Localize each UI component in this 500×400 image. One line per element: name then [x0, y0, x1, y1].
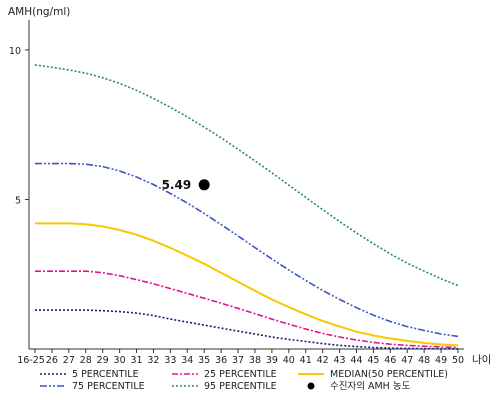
x-tick-label: 28: [80, 355, 92, 366]
x-tick-label: 29: [97, 355, 109, 366]
x-tick-label: 50: [452, 355, 464, 366]
x-tick-label: 47: [401, 355, 413, 366]
annotation-point: [198, 179, 210, 191]
y-axis-title: AMH(ng/ml): [8, 6, 70, 18]
series-layer: [34, 64, 459, 350]
series-line-4: [35, 162, 459, 338]
legend-label: 수진자의 AMH 농도: [330, 381, 411, 392]
y-axis: 5 10: [9, 20, 30, 349]
x-tick-label: 33: [164, 355, 176, 366]
legend-label: 5 PERCENTILE: [72, 369, 139, 380]
x-tick-label: 44: [350, 355, 362, 366]
x-tick-label: 40: [283, 355, 295, 366]
legend-label: MEDIAN(50 PERCENTILE): [330, 369, 448, 380]
legend-label: 75 PERCENTILE: [72, 381, 145, 392]
x-tick-label: 46: [384, 355, 396, 366]
x-tick-label: 48: [418, 355, 430, 366]
series-line-5: [34, 64, 459, 287]
x-tick-label: 38: [249, 355, 261, 366]
annotation-label: 5.49: [162, 178, 192, 192]
legend-swatch-dot: [307, 382, 315, 390]
x-tick-label: 49: [435, 355, 447, 366]
x-tick-label: 26: [46, 355, 58, 366]
y-tick-label: 10: [9, 46, 21, 57]
legend-label: 25 PERCENTILE: [204, 369, 277, 380]
x-tick-label: 16-25: [17, 355, 45, 366]
x-tick-label: 42: [317, 355, 329, 366]
x-tick-label: 37: [232, 355, 244, 366]
y-tick-label: 5: [15, 195, 21, 206]
x-tick-label: 32: [147, 355, 159, 366]
x-tick-label: 35: [198, 355, 210, 366]
x-tick-label: 36: [215, 355, 227, 366]
x-axis-title: 나이: [472, 354, 491, 366]
x-tick-label: 45: [367, 355, 379, 366]
legend-label: 95 PERCENTILE: [204, 381, 277, 392]
x-tick-label: 30: [114, 355, 126, 366]
series-line-3: [35, 222, 459, 347]
x-tick-label: 34: [181, 355, 193, 366]
x-axis: 16-25 26 27 28 29 30 31 32 33 34 35 36 37 38 39 40 41 42 4…: [17, 348, 464, 366]
annotation-layer: 5.49: [162, 178, 210, 192]
legend: 5 PERCENTILE 25 PERCENTILE MEDIAN(50 PERCE…: [40, 369, 448, 392]
series-line-2: [35, 270, 459, 349]
x-tick-label: 41: [300, 355, 312, 366]
x-tick-label: 39: [266, 355, 278, 366]
x-tick-label: 27: [63, 355, 75, 366]
x-tick-label: 43: [334, 355, 346, 366]
series-line-1: [35, 309, 459, 350]
x-tick-label: 31: [130, 355, 142, 366]
